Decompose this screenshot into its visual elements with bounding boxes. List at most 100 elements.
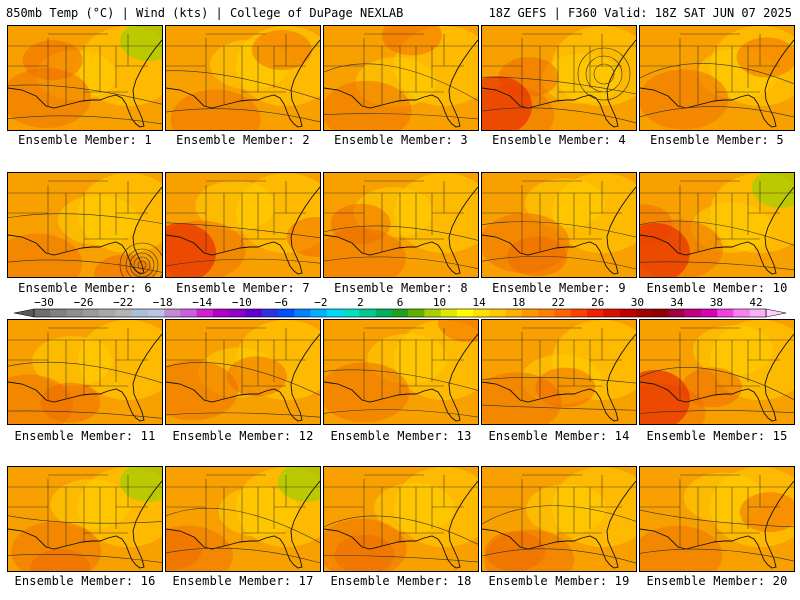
colorbar-swatch (489, 309, 507, 317)
colorbar-swatch (164, 309, 181, 317)
ensemble-member-map (323, 25, 479, 131)
colorbar-swatch (424, 309, 441, 317)
ensemble-member-map (165, 319, 321, 425)
colorbar-tick-label: 10 (433, 296, 446, 309)
ensemble-member-label: Ensemble Member: 20 (646, 574, 788, 588)
ensemble-member-label: Ensemble Member: 5 (650, 133, 784, 147)
ensemble-member-map (7, 25, 163, 131)
ensemble-member-label: Ensemble Member: 9 (492, 281, 626, 295)
colorbar-swatch (326, 309, 344, 317)
ensemble-member-map (165, 25, 321, 131)
colorbar-tick-label: 14 (472, 296, 486, 309)
colorbar-tick-label: 18 (512, 296, 525, 309)
ensemble-member-map (481, 25, 637, 131)
colorbar-tick-label: −18 (153, 296, 173, 309)
ensemble-member-label: Ensemble Member: 4 (492, 133, 626, 147)
colorbar-swatch (229, 309, 246, 317)
colorbar-swatch (310, 309, 328, 317)
colorbar-min-arrow (14, 308, 35, 318)
colorbar-swatch (603, 309, 620, 317)
ensemble-member-label: Ensemble Member: 2 (176, 133, 310, 147)
colorbar-swatch (440, 309, 458, 317)
colorbar-swatch (522, 309, 539, 317)
ensemble-member-label: Ensemble Member: 10 (646, 281, 788, 295)
colorbar-swatch (733, 309, 751, 317)
temperature-colorbar: −30 −26 −22 −18 −14 −10 −6 −2 2 6 10 14 18 22 26 30 34 38… (14, 296, 786, 318)
colorbar-swatch (180, 309, 197, 317)
ensemble-member-map (481, 319, 637, 425)
ensemble-member-map (481, 466, 637, 572)
colorbar-swatch (99, 309, 116, 317)
colorbar-tick-label: 22 (552, 296, 565, 309)
colorbar-swatch (261, 309, 279, 317)
colorbar-swatch (115, 309, 132, 317)
model-valid-time: 18Z GEFS | F360 Valid: 18Z SAT JUN 07 20… (488, 6, 792, 20)
ensemble-member-map (7, 466, 163, 572)
map-title: 850mb Temp (°C) | Wind (kts) | College o… (6, 6, 404, 20)
ensemble-member-map (7, 319, 163, 425)
ensemble-member-label: Ensemble Member: 16 (14, 574, 156, 588)
colorbar-tick-label: −22 (113, 296, 133, 309)
colorbar-swatch (538, 309, 555, 317)
colorbar-swatch (635, 309, 653, 317)
colorbar-swatch (391, 309, 409, 317)
colorbar-tick-label: −6 (275, 296, 288, 309)
colorbar-swatch (408, 309, 425, 317)
colorbar-tick-label: 38 (710, 296, 723, 309)
colorbar-swatch (50, 309, 67, 317)
ensemble-member-label: Ensemble Member: 8 (334, 281, 468, 295)
colorbar-tick-label: −30 (34, 296, 54, 309)
ensemble-member-map (7, 172, 163, 278)
ensemble-member-map (165, 172, 321, 278)
colorbar-swatch (505, 309, 523, 317)
colorbar-swatch (668, 309, 685, 317)
colorbar-tick-label: −14 (192, 296, 212, 309)
colorbar-swatch (359, 309, 376, 317)
colorbar-tick-label: 2 (357, 296, 364, 309)
colorbar-swatch (131, 309, 149, 317)
ensemble-member-label: Ensemble Member: 11 (14, 429, 156, 443)
colorbar-tick-label: 6 (397, 296, 404, 309)
colorbar-swatch (278, 309, 295, 317)
ensemble-member-map (639, 319, 795, 425)
colorbar-swatch (717, 309, 734, 317)
ensemble-member-map (165, 466, 321, 572)
colorbar-swatch (82, 309, 100, 317)
ensemble-member-label: Ensemble Member: 6 (18, 281, 152, 295)
ensemble-member-label: Ensemble Member: 14 (488, 429, 630, 443)
colorbar-tick-label: 34 (670, 296, 684, 309)
colorbar-swatch (147, 309, 165, 317)
ensemble-member-label: Ensemble Member: 3 (334, 133, 468, 147)
colorbar-swatch (570, 309, 588, 317)
ensemble-member-map (639, 172, 795, 278)
colorbar-swatch (245, 309, 263, 317)
colorbar-tick-label: −2 (314, 296, 327, 309)
colorbar-swatch (375, 309, 393, 317)
ensemble-member-label: Ensemble Member: 18 (330, 574, 472, 588)
colorbar-swatch (294, 309, 311, 317)
colorbar-swatch (66, 309, 84, 317)
ensemble-member-map (323, 466, 479, 572)
ensemble-member-label: Ensemble Member: 1 (18, 133, 152, 147)
colorbar-swatch (619, 309, 637, 317)
colorbar-tick-label: −10 (232, 296, 252, 309)
ensemble-member-label: Ensemble Member: 7 (176, 281, 310, 295)
ensemble-member-label: Ensemble Member: 19 (488, 574, 630, 588)
ensemble-member-map (639, 466, 795, 572)
ensemble-member-label: Ensemble Member: 12 (172, 429, 314, 443)
colorbar-swatch (684, 309, 702, 317)
ensemble-member-label: Ensemble Member: 15 (646, 429, 788, 443)
colorbar-swatch (652, 309, 669, 317)
colorbar-swatch (473, 309, 490, 317)
colorbar-swatch (456, 309, 474, 317)
colorbar-tick-label: 30 (631, 296, 644, 309)
colorbar-tick-label: 42 (749, 296, 762, 309)
ensemble-member-map (639, 25, 795, 131)
ensemble-member-label: Ensemble Member: 17 (172, 574, 314, 588)
colorbar-swatch (212, 309, 230, 317)
ensemble-member-map (323, 319, 479, 425)
colorbar-tick-label: −26 (74, 296, 94, 309)
colorbar-swatch (749, 309, 767, 317)
ensemble-member-label: Ensemble Member: 13 (330, 429, 472, 443)
colorbar-swatch (700, 309, 718, 317)
